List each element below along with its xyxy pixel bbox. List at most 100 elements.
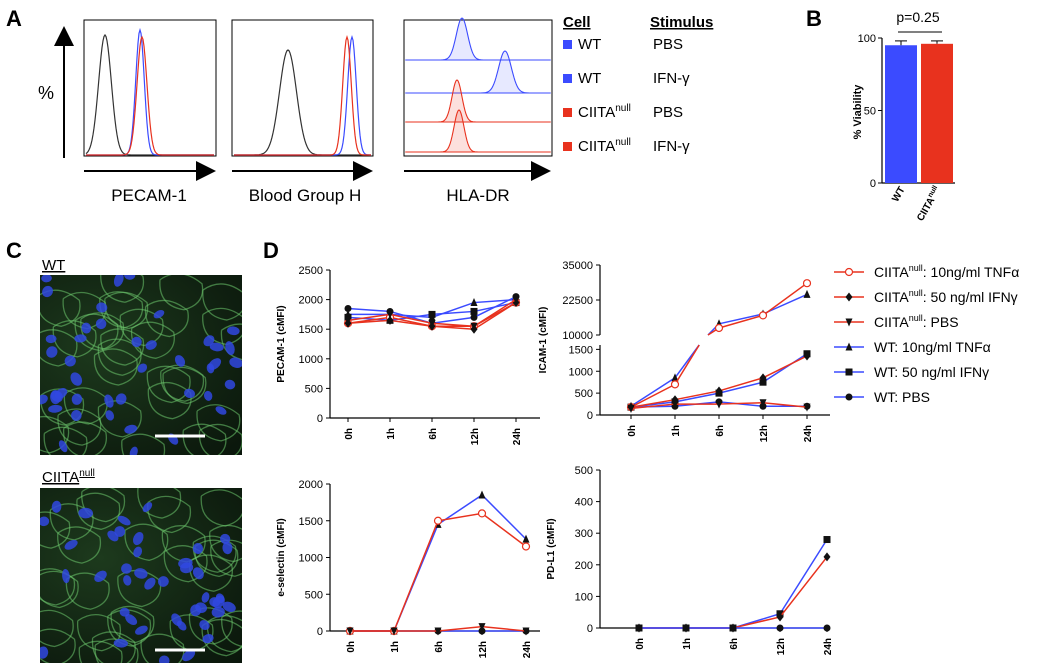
legend-cell-sup: null bbox=[615, 137, 631, 148]
legend-cell-label: CIITAnull bbox=[578, 103, 631, 121]
cell-nucleus bbox=[113, 275, 124, 287]
y-tick-label: 100 bbox=[575, 591, 593, 603]
data-point bbox=[346, 627, 354, 636]
y-tick-label: 1500 bbox=[299, 516, 323, 528]
data-point bbox=[433, 516, 443, 525]
data-point bbox=[428, 319, 436, 328]
legend-stimulus-label: IFN-γ bbox=[653, 70, 690, 87]
data-point bbox=[434, 627, 442, 636]
cell-nucleus bbox=[229, 357, 242, 368]
y-tick-label: 10000 bbox=[562, 330, 593, 342]
cell-nucleus bbox=[157, 576, 169, 587]
chart-pecam: 0 500 1000 1500 2000 2500 0h 1h 6h 12h 24h PECAM-1 … bbox=[276, 265, 540, 445]
cell-nucleus bbox=[135, 625, 148, 635]
data-point bbox=[671, 400, 679, 409]
cell-nucleus bbox=[104, 394, 114, 408]
data-point bbox=[671, 373, 679, 382]
cell-membrane bbox=[196, 404, 241, 442]
series-line bbox=[630, 398, 676, 408]
cell-membrane bbox=[163, 545, 208, 583]
panel-c: WT CIITAnull bbox=[42, 257, 205, 652]
cell-membrane bbox=[209, 524, 242, 563]
cell-nucleus bbox=[199, 620, 210, 631]
series-line bbox=[718, 402, 764, 405]
cell-nucleus bbox=[178, 557, 193, 569]
data-point bbox=[670, 380, 680, 389]
y-tick-label: 2000 bbox=[299, 479, 323, 491]
panel-letter-c: C bbox=[6, 238, 22, 263]
histogram-frame-blood-group-h bbox=[231, 19, 374, 157]
cell-nucleus bbox=[121, 563, 132, 574]
data-point bbox=[776, 624, 784, 632]
y-tick-label: 1000 bbox=[299, 553, 323, 565]
cell-nucleus bbox=[137, 363, 148, 373]
x-tick-label: 12h bbox=[470, 428, 481, 445]
series-line bbox=[718, 314, 764, 329]
label-ciita-sup: null bbox=[79, 468, 95, 479]
panel-letter-b: B bbox=[806, 6, 822, 31]
cell-nucleus bbox=[201, 592, 210, 603]
cell-membrane bbox=[210, 539, 242, 577]
cell-membrane bbox=[78, 640, 123, 663]
cell-membrane bbox=[97, 338, 142, 376]
micrograph-ciita-null bbox=[40, 488, 242, 663]
y-tick-label: 300 bbox=[575, 528, 593, 540]
cell-membrane bbox=[57, 526, 102, 564]
cell-membrane bbox=[100, 275, 145, 303]
histogram-frame-pecam bbox=[83, 19, 217, 157]
cell-membrane bbox=[147, 382, 192, 420]
histogram-blood-group-h bbox=[234, 34, 371, 156]
cell-membrane bbox=[130, 321, 175, 359]
data-point bbox=[470, 313, 478, 321]
chart-e-selectin: 0 500 1000 1500 2000 0h 1h 6h 12h 24h e-selectin (… bbox=[276, 479, 540, 658]
legend-marker bbox=[845, 292, 853, 302]
data-point bbox=[386, 315, 394, 325]
series-line bbox=[718, 313, 764, 325]
x-tick-label: 0h bbox=[346, 641, 357, 653]
data-point bbox=[715, 386, 723, 396]
cell-membrane bbox=[121, 433, 166, 455]
y-tick-label: 50 bbox=[864, 106, 876, 118]
x-tick-label: 1h bbox=[671, 425, 682, 437]
cell-membrane bbox=[140, 633, 185, 663]
legend-label-text: WT: 50 ng/ml IFNγ bbox=[874, 364, 989, 380]
cell-nucleus bbox=[41, 275, 52, 283]
cell-nucleus bbox=[224, 379, 236, 390]
cell-nucleus bbox=[129, 446, 138, 455]
cell-nucleus bbox=[45, 334, 57, 344]
legend-label: CIITAnull: 10ng/ml TNFα bbox=[874, 263, 1019, 280]
cell-nucleus bbox=[209, 342, 224, 352]
cell-membrane bbox=[93, 348, 138, 386]
y-tick-label: 100 bbox=[858, 33, 876, 45]
x-tick-sup: null bbox=[927, 184, 939, 198]
cell-nucleus bbox=[134, 568, 148, 579]
cell-nucleus bbox=[71, 393, 83, 405]
series-line bbox=[762, 402, 808, 408]
cell-membrane bbox=[147, 495, 192, 534]
x-tick-label: 12h bbox=[759, 425, 770, 442]
cell-image-wt bbox=[40, 275, 242, 455]
legend-stimulus-label: IFN-γ bbox=[653, 138, 690, 155]
cell-nucleus bbox=[78, 507, 93, 519]
y-tick-label: 500 bbox=[575, 465, 593, 477]
cell-membrane bbox=[198, 423, 242, 455]
histogram-curve-isotype bbox=[85, 33, 214, 156]
data-point bbox=[477, 509, 487, 518]
cell-nucleus bbox=[220, 533, 231, 544]
cell-nucleus bbox=[46, 346, 58, 358]
panel-letter-d: D bbox=[263, 238, 279, 263]
y-tick-label: 1500 bbox=[299, 324, 323, 336]
histogram-curve-wt bbox=[86, 27, 214, 156]
series-line bbox=[762, 282, 808, 317]
data-point bbox=[478, 623, 486, 632]
cell-membrane bbox=[202, 307, 242, 346]
cell-nucleus bbox=[95, 318, 107, 330]
cell-nucleus bbox=[131, 336, 142, 348]
legend-label-text: WT: 10ng/ml TNFα bbox=[874, 339, 991, 355]
legend-cell-text: WT bbox=[578, 70, 601, 87]
data-point bbox=[386, 310, 394, 319]
y-tick-label: 500 bbox=[305, 383, 323, 395]
data-point bbox=[522, 627, 530, 636]
cell-membrane bbox=[124, 523, 169, 561]
